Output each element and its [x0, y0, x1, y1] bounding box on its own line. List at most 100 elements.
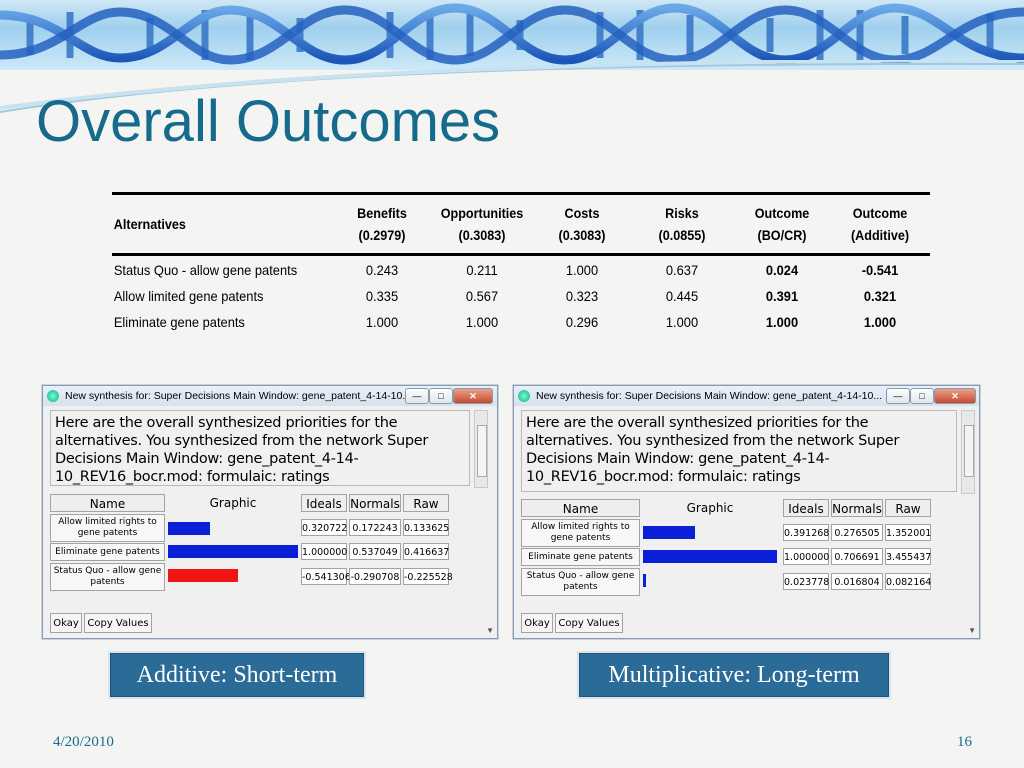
column-normals[interactable]: Normals	[831, 499, 883, 517]
priority-bar	[168, 522, 210, 535]
dna-banner	[0, 0, 1024, 70]
bocr-value: 0.024	[765, 262, 799, 278]
close-button[interactable]: ✕	[934, 388, 976, 404]
ideals-value: 1.000000	[783, 548, 829, 565]
alternative-name[interactable]: Eliminate gene patents	[521, 548, 640, 566]
header-costs-label: Costs	[564, 205, 600, 221]
app-icon	[47, 390, 59, 402]
header-outcome-bocr-sub: (BO/CR)	[757, 227, 807, 243]
column-graphic: Graphic	[686, 501, 734, 515]
header-costs: Costs (0.3083)	[539, 202, 625, 246]
normals-value: 0.016804	[831, 573, 883, 590]
header-risks: Risks (0.0855)	[635, 202, 729, 246]
column-raw[interactable]: Raw	[403, 494, 449, 512]
alternative-name[interactable]: Allow limited rights to gene patents	[521, 519, 640, 547]
copy-values-button[interactable]: Copy Values	[555, 613, 623, 633]
alternative-name[interactable]: Allow limited rights to gene patents	[50, 514, 165, 542]
grid-header: Name Graphic Ideals Normals Raw	[50, 494, 470, 514]
window-title: New synthesis for: Super Decisions Main …	[65, 390, 412, 402]
header-opportunities: Opportunities (0.3083)	[435, 202, 529, 246]
okay-button[interactable]: Okay	[521, 613, 553, 633]
header-benefits-weight: (0.2979)	[358, 227, 406, 243]
normals-value: 0.172243	[349, 519, 401, 536]
table-row: Status Quo - allow gene patents 0.023778…	[521, 568, 957, 597]
table-row: Status Quo - allow gene patents -0.54130…	[50, 563, 470, 592]
column-ideals[interactable]: Ideals	[783, 499, 829, 517]
benefits-value: 0.243	[365, 262, 399, 278]
maximize-button[interactable]: □	[429, 388, 453, 404]
table-row: Allow limited gene patents 0.335 0.567 0…	[112, 283, 930, 309]
column-raw[interactable]: Raw	[885, 499, 931, 517]
alternative-name[interactable]: Status Quo - allow gene patents	[521, 568, 640, 596]
scroll-down-arrow-icon[interactable]: ▼	[486, 626, 494, 635]
copy-values-button[interactable]: Copy Values	[84, 613, 152, 633]
header-alternatives: Alternatives	[113, 216, 186, 232]
ideals-value: 0.391268	[783, 524, 829, 541]
normals-value: 0.706691	[831, 548, 883, 565]
header-risks-label: Risks	[665, 205, 699, 221]
table-body: Status Quo - allow gene patents 0.243 0.…	[112, 256, 930, 335]
window-titlebar: New synthesis for: Super Decisions Main …	[43, 386, 497, 406]
dna-helix-graphic	[0, 3, 1024, 65]
normals-value: -0.290708	[349, 568, 401, 585]
raw-value: -0.225528	[403, 568, 453, 585]
slide-date: 4/20/2010	[53, 734, 114, 750]
benefits-value: 1.000	[365, 314, 399, 330]
message-scrollbar[interactable]	[961, 410, 975, 494]
scroll-down-arrow-icon[interactable]: ▼	[968, 626, 976, 635]
column-normals[interactable]: Normals	[349, 494, 401, 512]
additive-value: 1.000	[863, 314, 897, 330]
header-opportunities-weight: (0.3083)	[458, 227, 506, 243]
priorities-grid: Name Graphic Ideals Normals Raw Allow li…	[50, 494, 470, 592]
column-ideals[interactable]: Ideals	[301, 494, 347, 512]
priorities-grid: Name Graphic Ideals Normals Raw Allow li…	[521, 499, 957, 597]
bocr-value: 0.391	[765, 288, 799, 304]
costs-value: 0.296	[565, 314, 599, 330]
header-outcome-additive: Outcome (Additive)	[835, 202, 925, 246]
ideals-value: 0.320722	[301, 519, 347, 536]
okay-button[interactable]: Okay	[50, 613, 82, 633]
scrollbar-thumb[interactable]	[964, 425, 974, 477]
header-opportunities-label: Opportunities	[440, 205, 524, 221]
benefits-value: 0.335	[365, 288, 399, 304]
grid-header: Name Graphic Ideals Normals Raw	[521, 499, 957, 519]
ideals-value: 0.023778	[783, 573, 829, 590]
risks-value: 1.000	[665, 314, 699, 330]
alternative-name[interactable]: Eliminate gene patents	[50, 543, 165, 561]
table-header-row: Alternatives Benefits (0.2979) Opportunit…	[112, 195, 930, 253]
caption-multiplicative: Multiplicative: Long-term	[579, 653, 889, 697]
minimize-button[interactable]: —	[405, 388, 429, 404]
close-button[interactable]: ✕	[453, 388, 493, 404]
costs-value: 0.323	[565, 288, 599, 304]
slide-title: Overall Outcomes	[36, 89, 501, 154]
alt-name: Status Quo - allow gene patents	[113, 262, 298, 278]
column-name[interactable]: Name	[521, 499, 640, 517]
window-titlebar: New synthesis for: Super Decisions Main …	[514, 386, 979, 406]
table-row: Status Quo - allow gene patents 0.243 0.…	[112, 257, 930, 283]
priority-bar	[168, 545, 298, 558]
swoosh-decoration	[0, 60, 1024, 113]
risks-value: 0.445	[665, 288, 699, 304]
raw-value: 3.455437	[885, 548, 931, 565]
priority-bar	[643, 526, 695, 539]
minimize-button[interactable]: —	[886, 388, 910, 404]
header-outcome-bocr-label: Outcome	[754, 205, 810, 221]
slide-number: 16	[957, 734, 972, 750]
maximize-button[interactable]: □	[910, 388, 934, 404]
alt-name: Eliminate gene patents	[113, 314, 245, 330]
scrollbar-thumb[interactable]	[477, 425, 487, 477]
header-risks-weight: (0.0855)	[658, 227, 706, 243]
table-row: Allow limited rights to gene patents 0.3…	[521, 519, 957, 548]
priority-bar	[643, 574, 646, 587]
message-scrollbar[interactable]	[474, 410, 488, 488]
risks-value: 0.637	[665, 262, 699, 278]
opportunities-value: 1.000	[465, 314, 499, 330]
table-row: Allow limited rights to gene patents 0.3…	[50, 514, 470, 543]
priority-bar	[643, 550, 777, 563]
header-benefits-label: Benefits	[357, 205, 407, 221]
synthesis-window-multiplicative: New synthesis for: Super Decisions Main …	[513, 385, 980, 639]
column-name[interactable]: Name	[50, 494, 165, 512]
alternative-name[interactable]: Status Quo - allow gene patents	[50, 563, 165, 591]
header-costs-weight: (0.3083)	[558, 227, 606, 243]
caption-additive: Additive: Short-term	[110, 653, 364, 697]
